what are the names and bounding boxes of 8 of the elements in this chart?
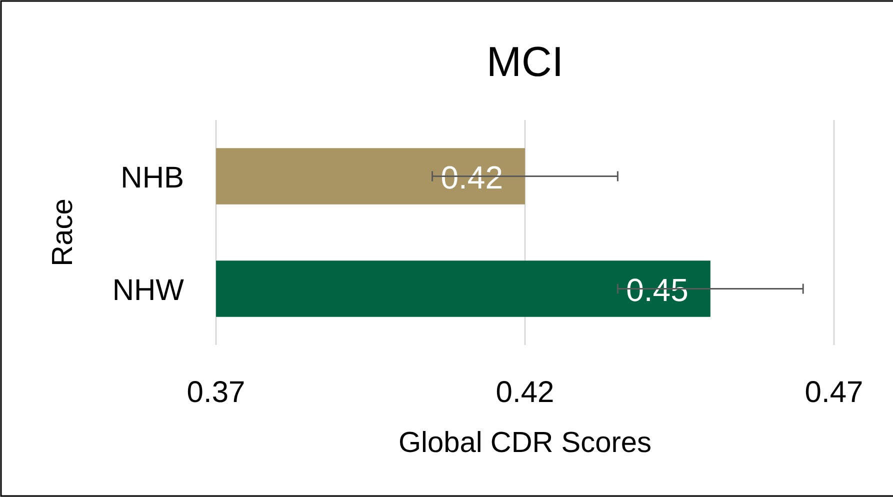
y-tick-label: NHW — [112, 274, 185, 307]
x-tick-label: 0.47 — [804, 376, 864, 409]
x-axis-title: Global CDR Scores — [398, 427, 652, 459]
x-tick-label: 0.42 — [496, 376, 554, 409]
y-tick-label: NHB — [120, 161, 184, 194]
chart-title: MCI — [486, 38, 564, 85]
y-axis-title: Race — [47, 198, 79, 266]
x-tick-label: 0.37 — [186, 376, 246, 409]
